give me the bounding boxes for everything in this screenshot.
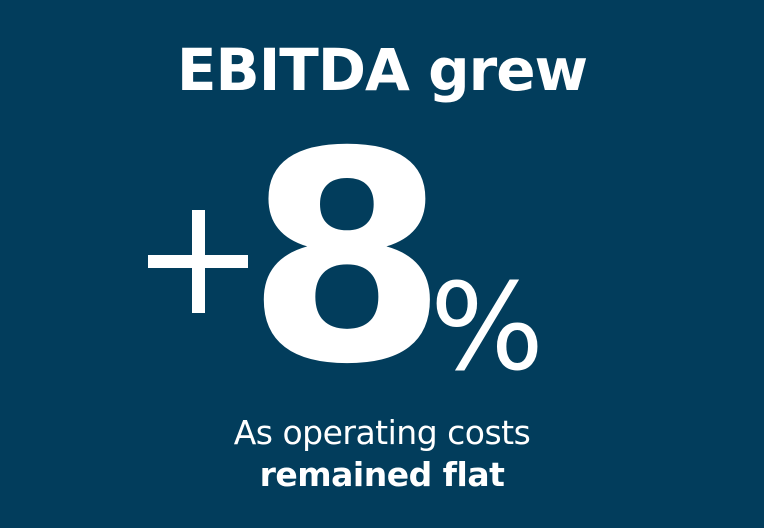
- plus-sign-vertical-bar: [192, 210, 205, 313]
- metric-value: 8: [246, 91, 448, 428]
- plus-sign-icon: [148, 210, 248, 313]
- caption-line-1: As operating costs: [233, 413, 531, 452]
- metric-unit: %: [430, 259, 544, 398]
- caption-line-2: remained flat: [259, 455, 505, 494]
- headline: EBITDA grew: [176, 36, 588, 104]
